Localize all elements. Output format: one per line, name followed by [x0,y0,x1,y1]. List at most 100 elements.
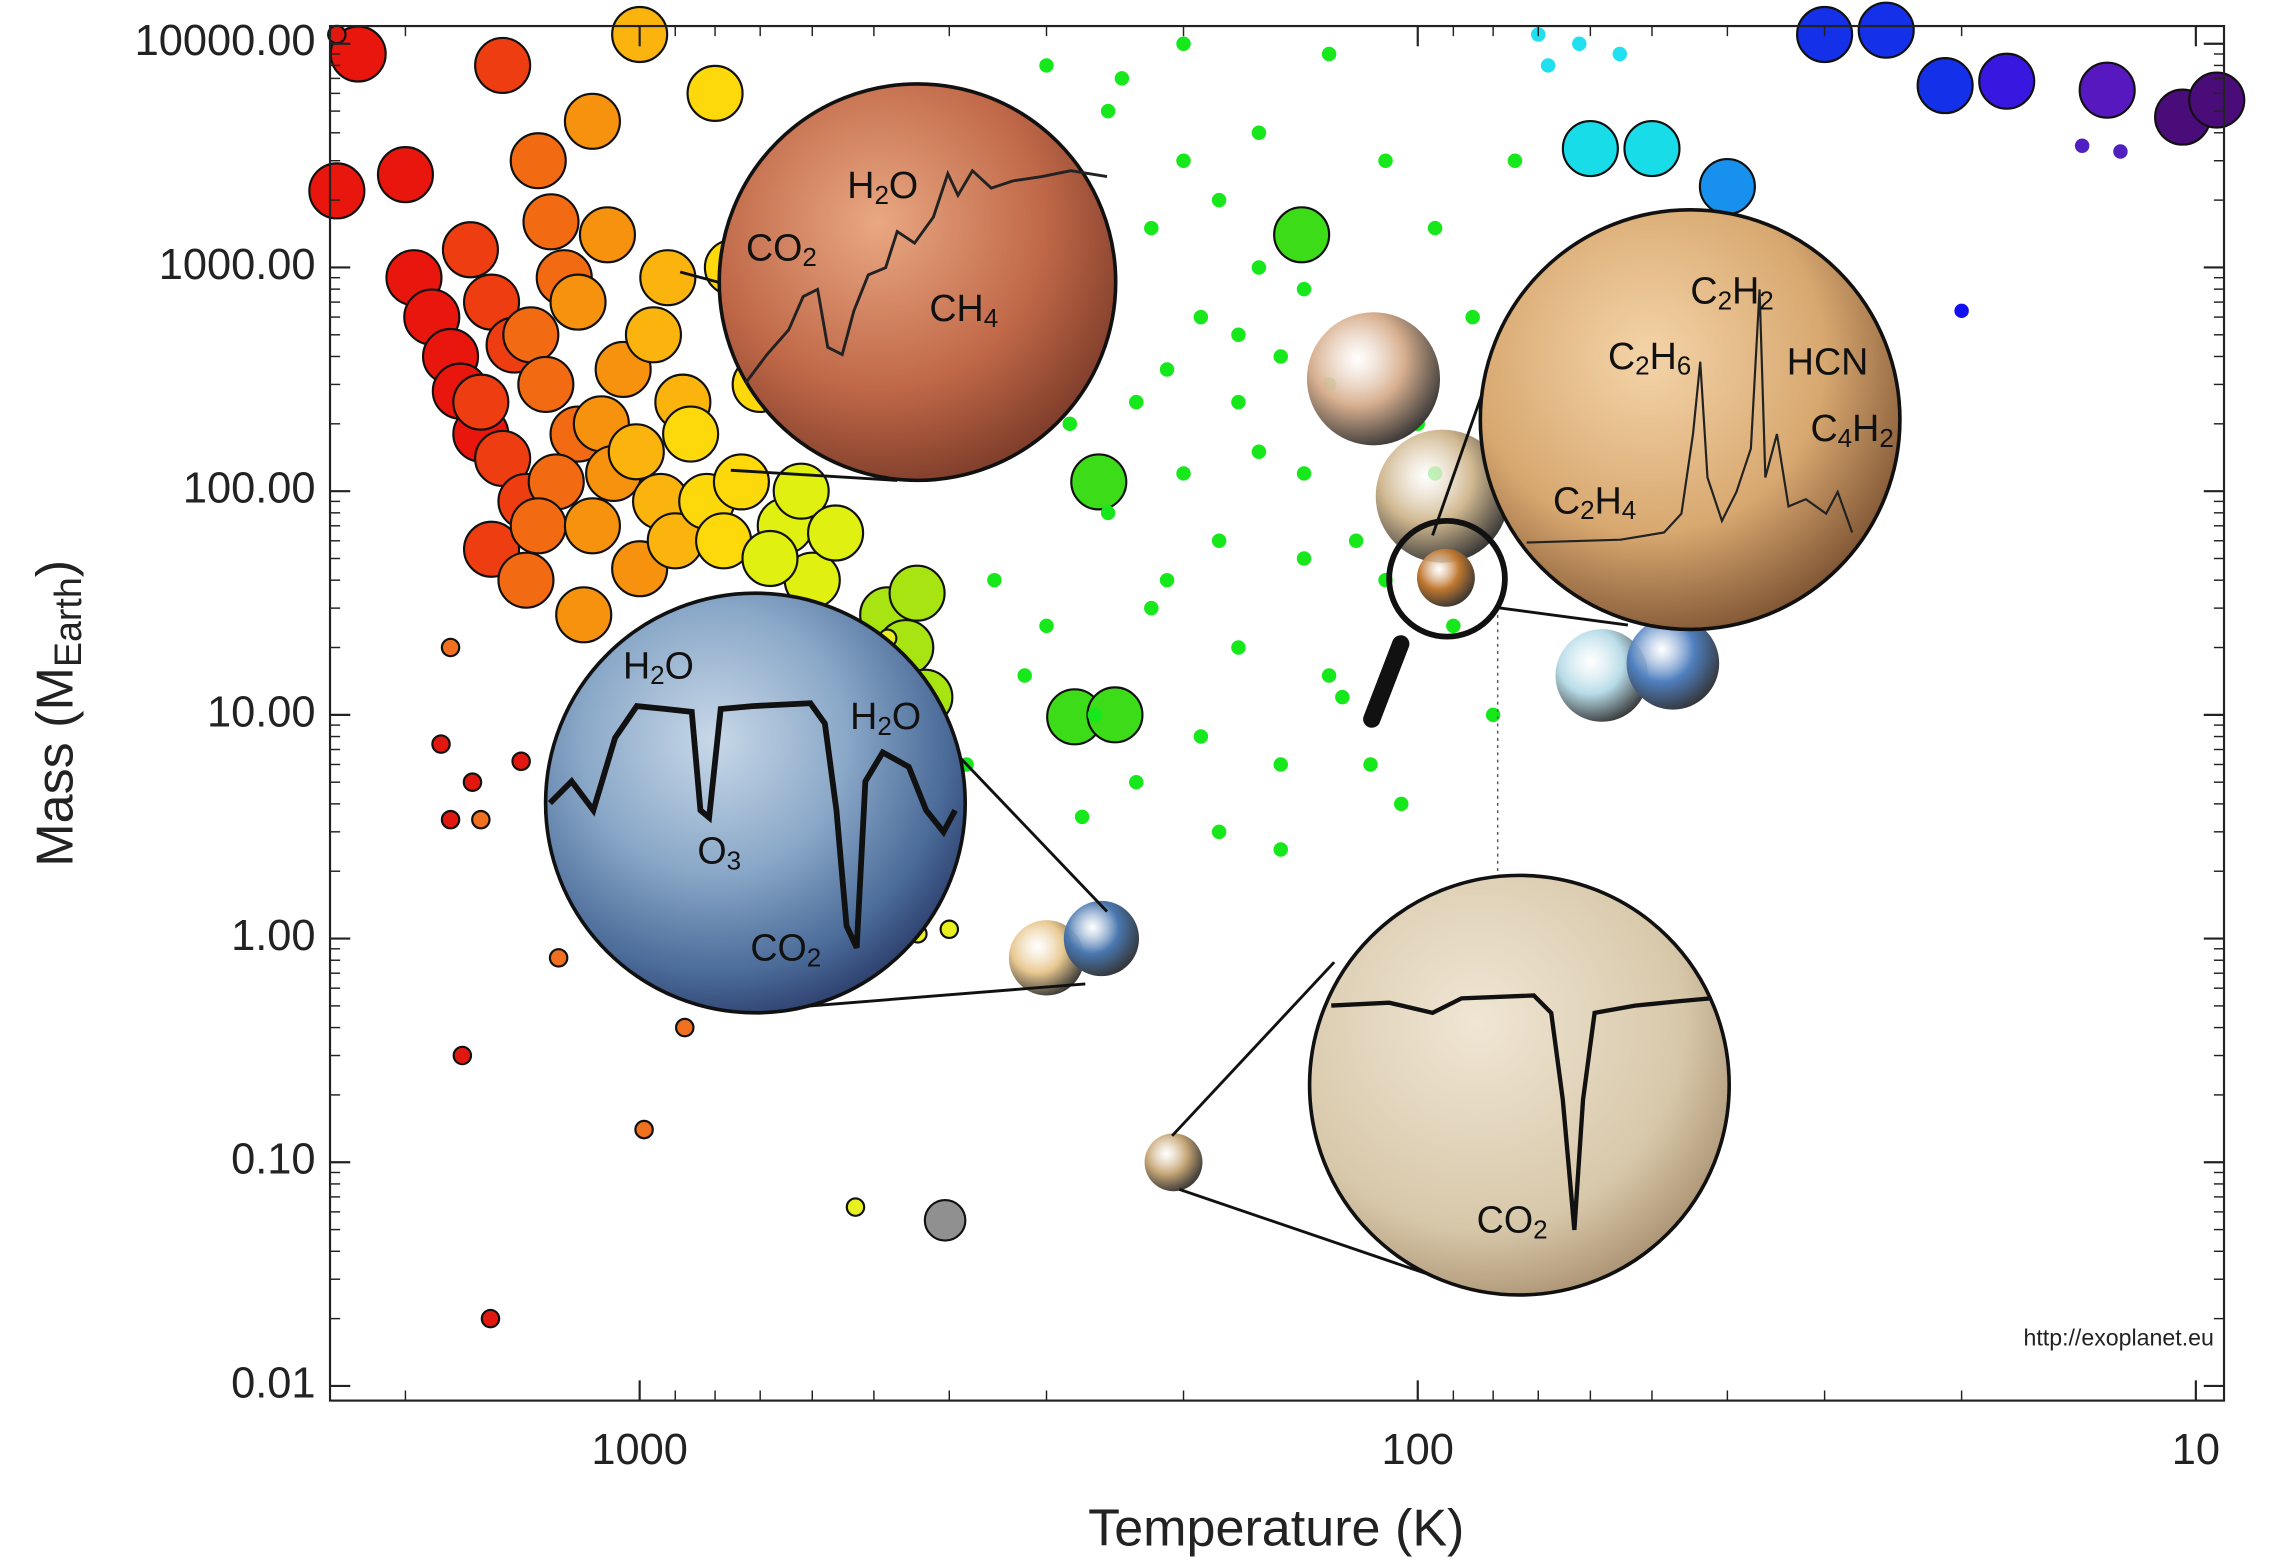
connector [1178,1187,1426,1275]
point [452,373,510,431]
point [639,249,697,307]
point [845,1197,866,1217]
point [462,772,483,792]
point [1857,1,1915,59]
point [1698,157,1756,216]
point [1273,757,1288,772]
molecule-label: H2O [623,644,694,690]
point [923,1198,967,1242]
point [441,221,500,279]
point [1086,686,1144,744]
point [888,564,946,622]
point [509,132,567,190]
point [772,462,830,520]
y-tick-label: 1000.00 [159,241,316,289]
point [712,453,770,511]
point [440,809,461,830]
point [1251,260,1267,275]
point [555,586,613,644]
point [431,734,451,754]
point [1159,362,1175,377]
point [376,146,435,204]
molecule-label: C2H6 [1608,335,1691,381]
molecule-label: CH4 [929,287,998,333]
point [1378,153,1393,168]
point [1273,206,1331,264]
point [471,809,491,830]
inset-hot-jupiter [717,82,1118,483]
point [578,206,637,264]
point [1348,533,1364,549]
point [1273,349,1288,364]
point [2113,144,2128,159]
source: http://exoplanet.eu [2023,1325,2213,1351]
x-tick-label: 1000 [591,1426,688,1474]
molecule-label: HCN [1787,341,1869,383]
point [497,551,555,609]
axes: 0.01 0.10 1.00 10.00 100.00 1000.00 10000.00 10… [135,17,2225,1474]
point [807,504,865,562]
inset-mars [1307,873,1731,1297]
point [563,92,622,150]
point [1039,618,1054,634]
connector [730,468,898,482]
x-tick-label: 100 [1382,1426,1454,1474]
y-tick-label: 0.01 [231,1359,315,1407]
point [1251,125,1267,141]
point [2074,138,2090,153]
molecule-label: CO2 [750,927,821,973]
point [2078,61,2136,119]
point [939,919,960,940]
point [1251,444,1267,459]
point [522,193,580,251]
magnifier-handle [1363,635,1410,728]
y-axis-label-sub: Earth [47,577,89,667]
connector [679,270,724,285]
point [1129,774,1144,790]
spectrum [547,700,958,949]
point [1612,46,1628,62]
point [1555,629,1649,722]
molecule-label: C2H2 [1690,270,1773,316]
point [549,273,607,331]
point [675,1017,695,1038]
point [1507,153,1523,168]
point [1465,309,1480,325]
insets: H2O CO2 CH4 C2H2 C2H6 HCN C4H2 C2H4 H2O … [26,82,2214,1557]
point [1296,466,1312,481]
point [1561,119,1619,178]
spectrum [744,168,1108,385]
point [1626,617,1720,710]
y-axis-label: Mass (MEarth) [26,560,89,867]
point [1070,453,1128,511]
point [1211,533,1227,549]
point [440,637,461,658]
y-axis-label-end: ) [26,560,84,577]
point [686,64,744,122]
y-tick-label: 1.00 [231,912,315,960]
point [741,529,799,588]
point [517,355,575,414]
y-axis-label-text: Mass (M [26,667,84,867]
point [1363,757,1378,772]
point [1623,119,1681,178]
point [1063,900,1140,977]
y-tick-label: 10.00 [207,688,316,736]
point [474,36,532,95]
point [1335,689,1350,705]
molecule-label: H2O [850,695,921,741]
point [1540,58,1556,73]
point [1416,548,1475,607]
molecule-label: O3 [697,830,741,876]
point [1159,572,1175,588]
molecule-label: CO2 [746,226,817,272]
point [1954,303,1969,319]
point [511,751,531,772]
point [1231,394,1246,410]
magnifier [1386,517,1508,640]
point [1176,153,1191,168]
point [1017,668,1032,683]
point [1485,707,1501,723]
point [1321,46,1337,62]
